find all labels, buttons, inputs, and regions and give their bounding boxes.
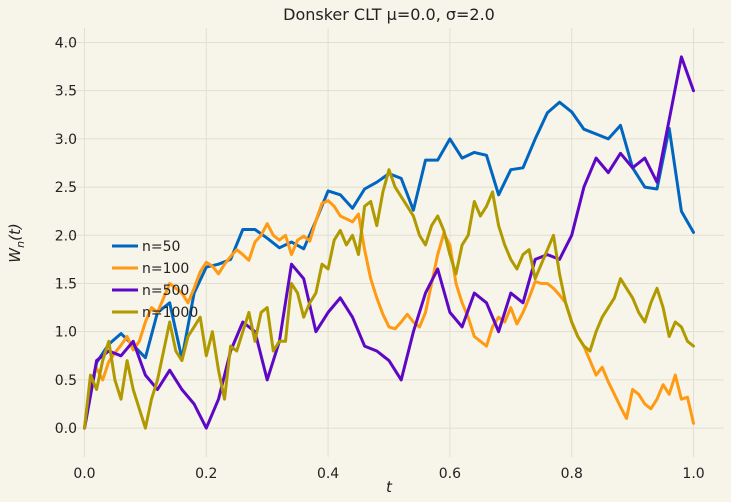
y-tick-label: 2.5: [55, 180, 77, 196]
x-tick-label: 1.0: [682, 466, 704, 482]
x-axis-label: t: [386, 478, 393, 496]
y-tick-label: 3.0: [55, 132, 77, 148]
legend-label: n=500: [142, 283, 189, 299]
y-tick-label: 3.5: [55, 84, 77, 100]
legend-label: n=50: [142, 239, 180, 255]
series-line-n-500: [83, 55, 695, 430]
series-line-n-100: [83, 199, 695, 430]
y-tick-label: 2.0: [55, 228, 77, 244]
legend-label: n=100: [142, 261, 189, 277]
x-tick-label: 0.4: [317, 466, 339, 482]
y-tick-label: 1.5: [55, 276, 77, 292]
series-line-n-1000: [83, 168, 695, 430]
y-tick-label: 1.0: [55, 325, 77, 341]
series-lines: [83, 55, 695, 430]
tick-labels: 0.0 0.2 0.4 0.6 0.8 1.0 0.0 0.5 1.0 1.5 2.0 2.5 3.0 3…: [55, 35, 705, 482]
x-tick-label: 0.6: [439, 466, 461, 482]
y-tick-label: 0.0: [55, 421, 77, 437]
x-tick-label: 0.8: [561, 466, 583, 482]
chart-title: Donsker CLT μ=0.0, σ=2.0: [283, 5, 495, 24]
x-tick-label: 0.0: [73, 466, 95, 482]
y-axis-label: Wn(t): [6, 223, 27, 262]
legend: n=50 n=100 n=500 n=1000: [112, 239, 198, 321]
grid: [54, 28, 724, 457]
legend-label: n=1000: [142, 305, 198, 321]
x-tick-label: 0.2: [195, 466, 217, 482]
y-tick-label: 0.5: [55, 373, 77, 389]
y-tick-label: 4.0: [55, 35, 77, 51]
